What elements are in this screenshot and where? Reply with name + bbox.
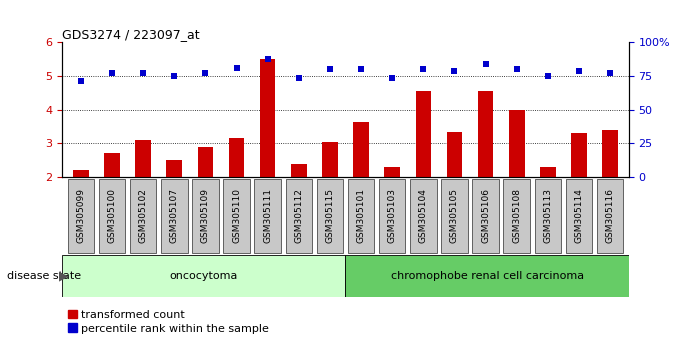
Point	[480, 62, 491, 67]
Bar	[135, 140, 151, 177]
FancyBboxPatch shape	[99, 179, 125, 253]
Bar	[384, 167, 400, 177]
Text: oncocytoma: oncocytoma	[170, 271, 238, 281]
FancyBboxPatch shape	[316, 179, 343, 253]
Bar	[62, 255, 346, 297]
Point	[75, 78, 86, 84]
Point	[387, 75, 398, 81]
FancyBboxPatch shape	[192, 179, 218, 253]
Legend: transformed count, percentile rank within the sample: transformed count, percentile rank withi…	[68, 310, 269, 333]
Text: GSM305113: GSM305113	[543, 188, 552, 244]
Text: GSM305105: GSM305105	[450, 188, 459, 244]
Text: GSM305115: GSM305115	[325, 188, 334, 244]
Point	[356, 67, 367, 72]
Bar	[509, 110, 524, 177]
FancyBboxPatch shape	[597, 179, 623, 253]
Text: GSM305102: GSM305102	[139, 188, 148, 244]
Bar	[415, 91, 431, 177]
Text: GSM305101: GSM305101	[357, 188, 366, 244]
Text: GSM305111: GSM305111	[263, 188, 272, 244]
Bar	[260, 59, 276, 177]
Bar	[198, 147, 214, 177]
Bar	[571, 133, 587, 177]
FancyBboxPatch shape	[130, 179, 156, 253]
Bar	[291, 164, 307, 177]
Text: GSM305114: GSM305114	[574, 188, 583, 244]
FancyBboxPatch shape	[566, 179, 592, 253]
Point	[542, 73, 553, 79]
Bar	[167, 160, 182, 177]
Text: GSM305104: GSM305104	[419, 188, 428, 244]
FancyBboxPatch shape	[442, 179, 468, 253]
FancyBboxPatch shape	[223, 179, 249, 253]
Text: chromophobe renal cell carcinoma: chromophobe renal cell carcinoma	[390, 271, 584, 281]
Bar	[229, 138, 245, 177]
FancyBboxPatch shape	[254, 179, 281, 253]
Bar	[353, 121, 369, 177]
FancyBboxPatch shape	[379, 179, 406, 253]
Bar	[477, 91, 493, 177]
Point	[574, 68, 585, 74]
Point	[169, 73, 180, 79]
Point	[231, 65, 242, 70]
Text: GDS3274 / 223097_at: GDS3274 / 223097_at	[62, 28, 200, 41]
Text: disease state: disease state	[7, 271, 81, 281]
Point	[106, 70, 117, 76]
Text: GSM305108: GSM305108	[512, 188, 521, 244]
FancyBboxPatch shape	[504, 179, 530, 253]
Text: GSM305107: GSM305107	[170, 188, 179, 244]
Point	[418, 67, 429, 72]
FancyBboxPatch shape	[348, 179, 375, 253]
Bar	[346, 255, 629, 297]
Point	[293, 75, 304, 81]
Bar	[73, 170, 88, 177]
Point	[262, 57, 273, 62]
Point	[138, 70, 149, 76]
Point	[324, 67, 335, 72]
Bar	[446, 132, 462, 177]
Text: GSM305106: GSM305106	[481, 188, 490, 244]
Text: GSM305112: GSM305112	[294, 188, 303, 244]
Point	[449, 68, 460, 74]
Bar	[603, 130, 618, 177]
Bar	[540, 167, 556, 177]
Text: ▶: ▶	[59, 270, 68, 282]
FancyBboxPatch shape	[285, 179, 312, 253]
Bar	[104, 154, 120, 177]
Text: GSM305099: GSM305099	[77, 188, 86, 244]
Text: GSM305116: GSM305116	[605, 188, 614, 244]
Point	[200, 70, 211, 76]
FancyBboxPatch shape	[161, 179, 187, 253]
Point	[511, 67, 522, 72]
FancyBboxPatch shape	[473, 179, 499, 253]
Point	[605, 70, 616, 76]
Text: GSM305100: GSM305100	[108, 188, 117, 244]
Text: GSM305109: GSM305109	[201, 188, 210, 244]
FancyBboxPatch shape	[410, 179, 437, 253]
FancyBboxPatch shape	[535, 179, 561, 253]
Bar	[322, 142, 338, 177]
Text: GSM305103: GSM305103	[388, 188, 397, 244]
Text: GSM305110: GSM305110	[232, 188, 241, 244]
FancyBboxPatch shape	[68, 179, 94, 253]
